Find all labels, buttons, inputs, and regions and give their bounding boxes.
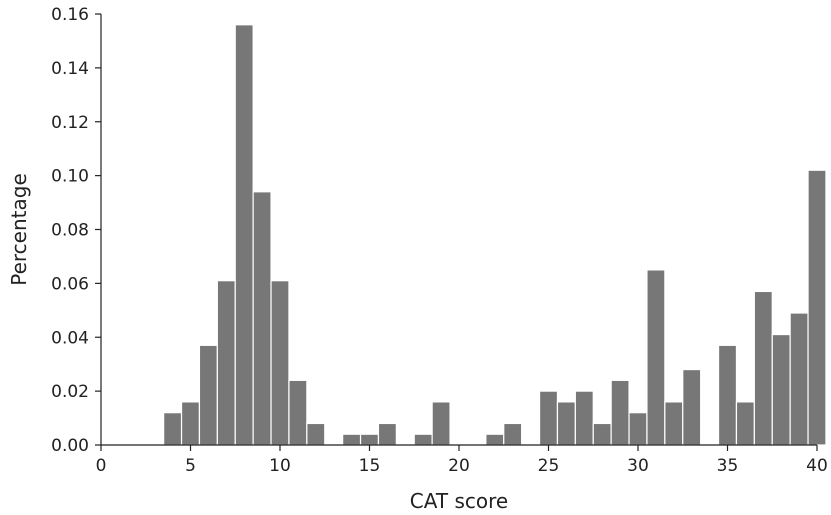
bar-19 <box>431 401 451 446</box>
bar-26 <box>556 401 576 446</box>
bar-18 <box>413 433 433 446</box>
x-tick-label: 5 <box>185 456 196 476</box>
y-tick-label: 0.06 <box>51 274 89 294</box>
x-tick-label: 15 <box>359 456 381 476</box>
bar-28 <box>592 422 612 446</box>
bar-15 <box>359 433 380 446</box>
bars-group <box>163 24 827 446</box>
bar-22 <box>485 433 505 446</box>
bar-5 <box>180 401 201 446</box>
y-tick-label: 0.14 <box>51 59 89 79</box>
bar-31 <box>646 269 666 446</box>
bar-16 <box>377 422 397 446</box>
bar-38 <box>771 333 791 446</box>
bar-12 <box>306 422 326 446</box>
bar-4 <box>163 412 183 446</box>
y-axis-title: Percentage <box>7 173 31 286</box>
x-axis-ticks: 0 5 10 15 20 25 30 35 40 <box>96 445 828 476</box>
bar-36 <box>735 401 755 446</box>
x-axis-title: CAT score <box>410 489 508 513</box>
x-tick-label: 35 <box>717 456 739 476</box>
bar-8 <box>234 24 254 446</box>
bar-40 <box>807 169 827 446</box>
y-axis-ticks: 0.00 0.02 0.04 0.06 0.08 0.10 0.12 0.14 0.16 <box>51 5 101 456</box>
bar-37 <box>753 290 773 446</box>
x-tick-label: 20 <box>448 456 470 476</box>
bar-33 <box>682 368 702 446</box>
bar-7 <box>216 280 236 446</box>
y-tick-label: 0.00 <box>51 436 89 456</box>
y-tick-label: 0.10 <box>51 167 89 187</box>
bar-32 <box>664 401 684 446</box>
x-tick-label: 40 <box>806 456 828 476</box>
y-tick-label: 0.02 <box>51 382 89 402</box>
bar-14 <box>342 433 362 446</box>
x-tick-label: 10 <box>269 456 291 476</box>
y-tick-label: 0.08 <box>51 221 89 241</box>
bar-35 <box>717 344 738 446</box>
bar-29 <box>610 379 630 446</box>
x-tick-label: 30 <box>627 456 649 476</box>
y-tick-label: 0.04 <box>51 328 89 348</box>
bar-10 <box>270 280 290 446</box>
bar-39 <box>789 312 809 446</box>
bar-9 <box>252 191 272 446</box>
bar-30 <box>628 412 648 446</box>
x-tick-label: 25 <box>538 456 560 476</box>
bar-23 <box>503 422 523 446</box>
y-tick-label: 0.12 <box>51 113 89 133</box>
bar-6 <box>198 344 218 446</box>
bar-25 <box>538 390 559 446</box>
y-tick-label: 0.16 <box>51 5 89 25</box>
bar-27 <box>574 390 594 446</box>
x-tick-label: 0 <box>96 456 107 476</box>
bar-11 <box>288 379 308 446</box>
